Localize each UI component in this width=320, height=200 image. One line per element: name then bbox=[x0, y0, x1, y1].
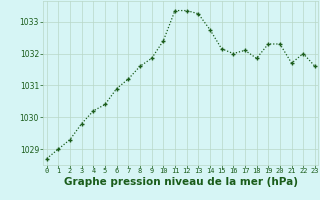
X-axis label: Graphe pression niveau de la mer (hPa): Graphe pression niveau de la mer (hPa) bbox=[64, 177, 298, 187]
